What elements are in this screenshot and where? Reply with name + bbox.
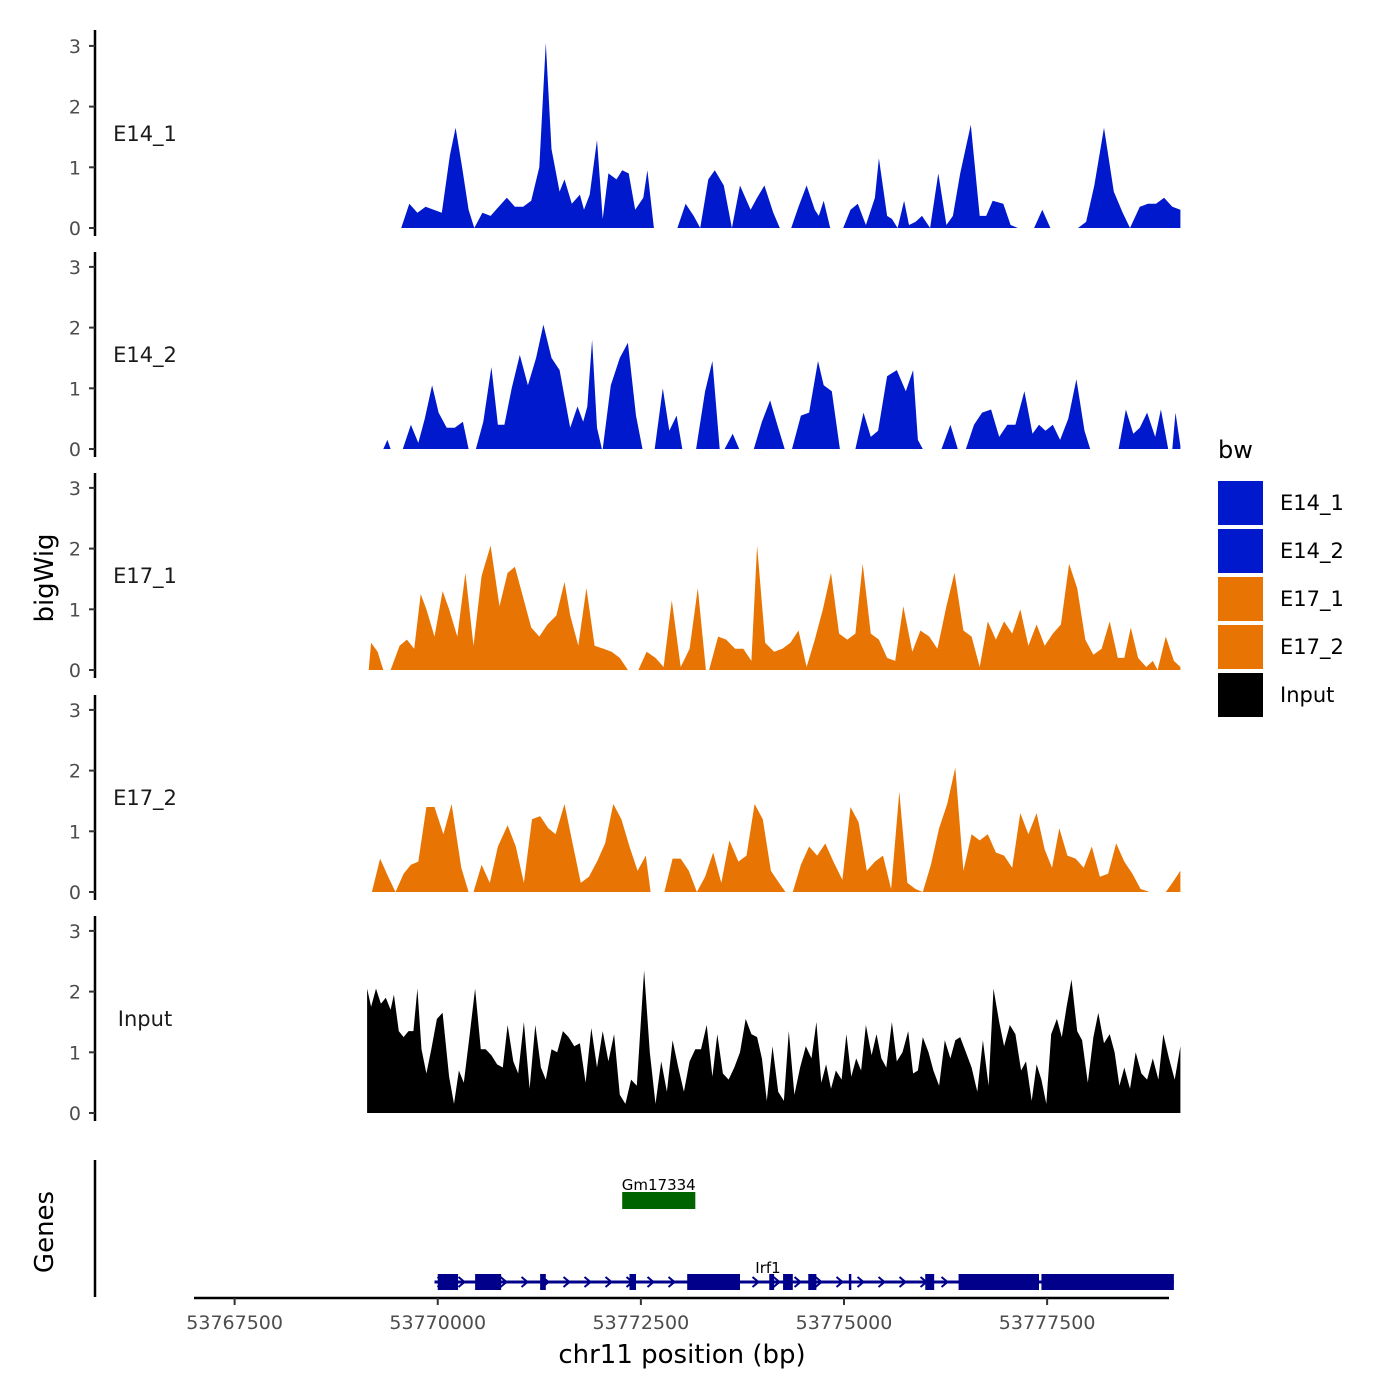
- y-tick-label: 3: [69, 257, 81, 279]
- legend-swatch-input: [1218, 673, 1263, 717]
- x-tick-label: 53772500: [593, 1312, 690, 1334]
- exon-irf1: [783, 1274, 793, 1290]
- strand-arrow: [793, 1276, 803, 1288]
- y-tick-label: 1: [69, 821, 81, 843]
- y-tick-label: 0: [69, 1103, 81, 1125]
- exon-irf1: [437, 1274, 459, 1290]
- track-label: E14_1: [113, 122, 177, 147]
- legend-label: Input: [1280, 683, 1334, 707]
- y-tick-label: 1: [69, 157, 81, 179]
- legend-swatch-e17-2: [1218, 625, 1263, 669]
- signal-area-input: [367, 970, 1181, 1113]
- exon-irf1: [629, 1274, 636, 1290]
- signal-area-e14-1: [401, 42, 1181, 229]
- legend-label: E17_1: [1280, 587, 1344, 612]
- strand-arrow: [667, 1276, 677, 1288]
- track-e17-1: 0 1 2 3 E17_1: [69, 473, 1181, 682]
- y-axis-title: bigWig: [30, 533, 60, 622]
- y-tick-label: 0: [69, 218, 81, 240]
- legend: bw E14_1 E14_2 E17_1 E17_2 Input: [1218, 436, 1344, 717]
- legend-label: E14_2: [1280, 539, 1344, 564]
- x-axis-title: chr11 position (bp): [558, 1340, 805, 1370]
- legend-label: E17_2: [1280, 635, 1344, 660]
- strand-arrow: [898, 1276, 908, 1288]
- strand-arrow: [520, 1276, 530, 1288]
- track-e14-1: 0 1 2 3 E14_1: [69, 30, 1181, 240]
- y-tick-label: 1: [69, 599, 81, 621]
- y-tick-label: 3: [69, 478, 81, 500]
- track-panels: 0 1 2 3 E14_1 0 1 2 3 E14_2 0 1 2 3 E17_1 0 1 2 3 E17_2 0 1 2 3…: [69, 30, 1181, 1125]
- genes-panel-title: Genes: [30, 1191, 60, 1273]
- gene-label-irf1: Irf1: [755, 1259, 780, 1277]
- exon-irf1: [540, 1274, 546, 1290]
- track-label: E17_2: [113, 786, 177, 811]
- exon-irf1: [808, 1274, 817, 1290]
- strand-arrow: [646, 1276, 656, 1288]
- strand-arrow: [856, 1276, 866, 1288]
- signal-area-e17-1: [368, 545, 1181, 670]
- track-input: 0 1 2 3 Input: [69, 916, 1181, 1125]
- track-e14-2: 0 1 2 3 E14_2: [69, 252, 1181, 461]
- signal-area-e14-2: [383, 324, 1181, 449]
- strand-arrow: [499, 1276, 509, 1288]
- strand-arrow: [457, 1276, 467, 1288]
- strand-arrow: [877, 1276, 887, 1288]
- legend-swatch-e14-2: [1218, 529, 1263, 573]
- y-tick-label: 2: [69, 97, 81, 119]
- y-tick-label: 3: [69, 921, 81, 943]
- signal-area-e17-2: [371, 767, 1181, 892]
- gene-body-gm17334: [622, 1192, 696, 1209]
- track-label: E17_1: [113, 564, 177, 589]
- exon-irf1: [848, 1274, 852, 1290]
- strand-arrow: [583, 1276, 593, 1288]
- exon-irf1: [687, 1274, 740, 1290]
- exon-irf1: [769, 1274, 775, 1290]
- strand-arrow: [604, 1276, 614, 1288]
- strand-arrow: [772, 1276, 782, 1288]
- y-tick-label: 0: [69, 882, 81, 904]
- y-tick-label: 2: [69, 761, 81, 783]
- track-e17-2: 0 1 2 3 E17_2: [69, 695, 1181, 904]
- legend-label: E14_1: [1280, 491, 1344, 516]
- genes-panel: Gm17334 Irf1: [93, 1160, 1174, 1297]
- y-tick-label: 0: [69, 439, 81, 461]
- track-label: Input: [118, 1007, 172, 1031]
- y-tick-label: 1: [69, 1042, 81, 1064]
- y-tick-label: 0: [69, 660, 81, 682]
- exon-irf1: [475, 1274, 502, 1290]
- y-tick-label: 2: [69, 318, 81, 340]
- x-axis: 53767500 53770000 53772500 53775000 53777500: [186, 1296, 1169, 1334]
- track-label: E14_2: [113, 343, 177, 368]
- strand-arrow: [814, 1276, 824, 1288]
- x-tick-label: 53775000: [796, 1312, 893, 1334]
- strand-arrow: [835, 1276, 845, 1288]
- y-tick-label: 1: [69, 378, 81, 400]
- x-tick-label: 53770000: [389, 1312, 486, 1334]
- y-tick-label: 3: [69, 36, 81, 58]
- exon-irf1: [925, 1274, 935, 1290]
- x-tick-label: 53777500: [999, 1312, 1096, 1334]
- strand-arrow: [562, 1276, 572, 1288]
- exon-irf1: [958, 1274, 1039, 1290]
- legend-swatch-e14-1: [1218, 481, 1263, 525]
- gene-label-gm17334: Gm17334: [622, 1176, 696, 1194]
- strand-arrow: [751, 1276, 761, 1288]
- x-tick-label: 53767500: [186, 1312, 283, 1334]
- y-tick-label: 3: [69, 700, 81, 722]
- y-tick-label: 2: [69, 539, 81, 561]
- legend-title: bw: [1218, 436, 1253, 464]
- legend-swatch-e17-1: [1218, 577, 1263, 621]
- strand-arrow: [940, 1276, 950, 1288]
- y-tick-label: 2: [69, 982, 81, 1004]
- exon-irf1: [1041, 1274, 1174, 1290]
